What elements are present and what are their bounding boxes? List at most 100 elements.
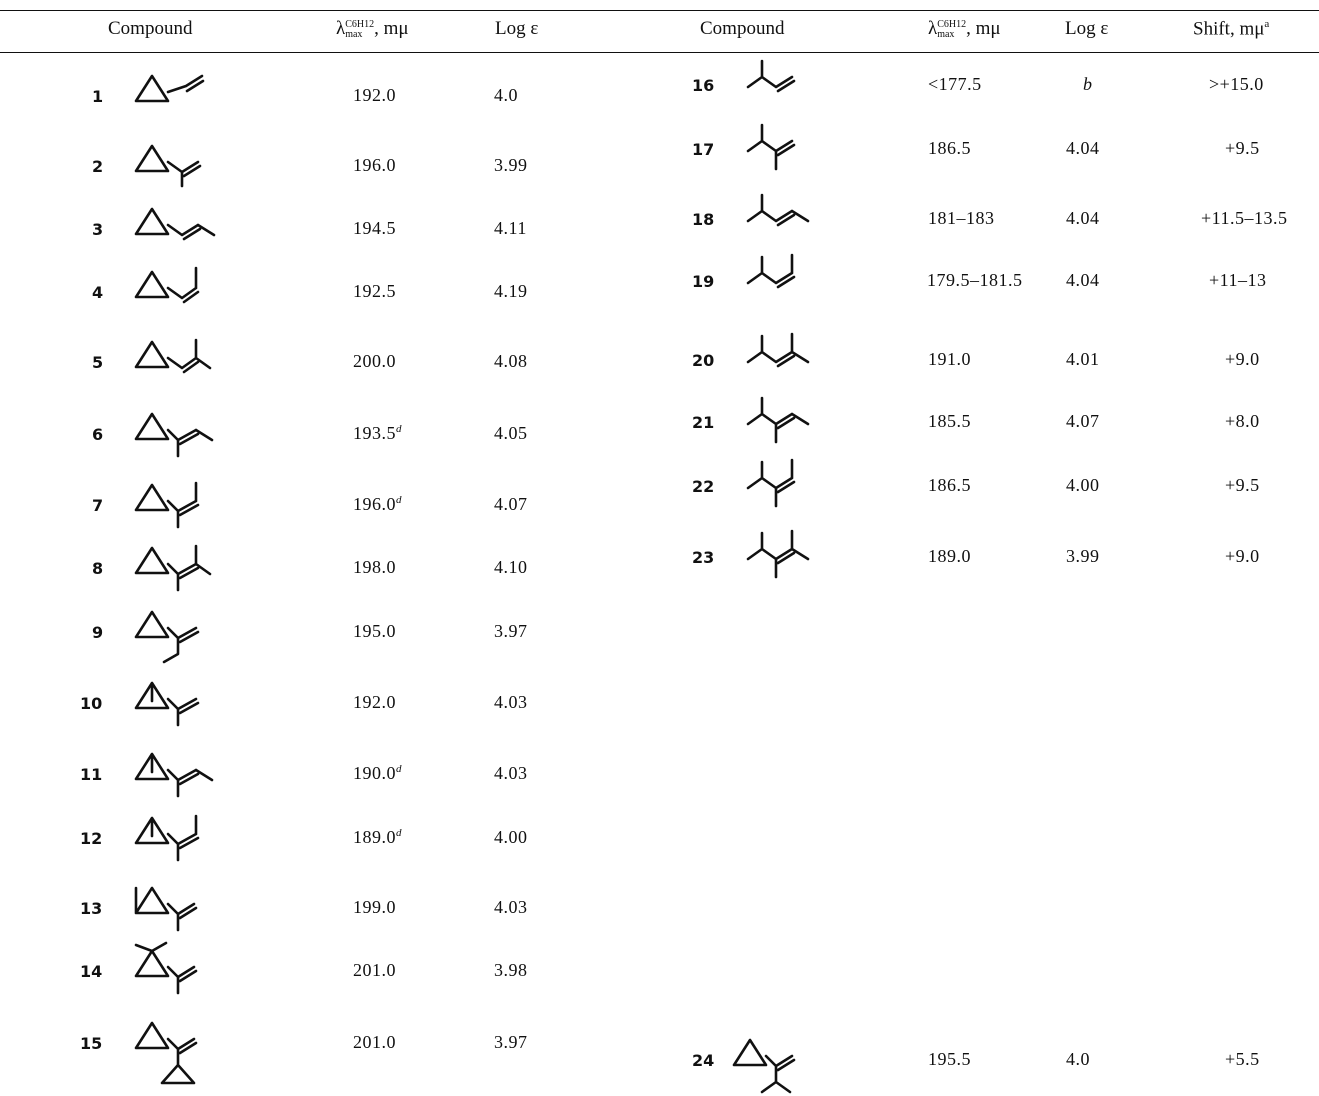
shift-value: +9.5: [1225, 138, 1260, 158]
footnote-marker: d: [396, 763, 402, 775]
structure-bonds: [134, 1021, 198, 1085]
header-lambda-left: λ C6H12 max, mμ: [336, 18, 409, 40]
lambda-value: 195.0: [353, 621, 396, 641]
lambda-value: 196.0: [353, 155, 396, 175]
structure-compound-12: [134, 814, 200, 862]
shift-value: >+15.0: [1209, 74, 1264, 94]
shift-value: +11–13: [1209, 270, 1267, 290]
lambda-max-value: 196.0d: [353, 494, 402, 515]
lambda-max-value: 186.5: [928, 475, 971, 495]
compound-number: 22: [692, 477, 715, 496]
structure-bonds: [134, 481, 200, 529]
log-epsilon-value: 4.03: [494, 692, 528, 712]
log-epsilon-value: 4.10: [494, 557, 528, 577]
log-epsilon-value: 3.97: [494, 621, 528, 641]
structure-bonds: [134, 207, 216, 241]
lambda-value: 201.0: [353, 1032, 396, 1052]
log-epsilon-value: 3.99: [1066, 546, 1100, 566]
lambda-max-value: 201.0: [353, 1032, 396, 1053]
lambda-value: 200.0: [353, 351, 396, 371]
lambda-value: 199.0: [353, 897, 396, 917]
structure-bonds: [134, 544, 212, 592]
compound-number: 1: [92, 87, 104, 106]
top-rule: [0, 10, 1319, 11]
log-epsilon-value: 4.01: [1066, 349, 1100, 369]
shift-value: +8.0: [1225, 411, 1260, 431]
structure-bonds: [134, 941, 198, 995]
compound-number: 3: [92, 220, 104, 239]
log-epsilon-value: 4.00: [1066, 475, 1100, 495]
lambda-value: 190.0: [353, 763, 396, 783]
compound-number: 15: [80, 1034, 103, 1053]
structure-compound-21: [746, 396, 810, 444]
shift-value: +9.0: [1225, 546, 1260, 566]
structure-bonds: [746, 396, 810, 444]
structure-compound-22: [746, 458, 796, 508]
lambda-max-value: 201.0: [353, 960, 396, 981]
structure-bonds: [732, 1038, 796, 1094]
compound-number: 8: [92, 559, 104, 578]
log-epsilon-value: 4.03: [494, 763, 528, 783]
lambda-max-value: 193.5d: [353, 423, 402, 444]
header-log-right: Log ε: [1065, 18, 1109, 39]
structure-bonds: [134, 610, 200, 664]
lambda-max-value: 195.5: [928, 1049, 971, 1069]
shift-value: +5.5: [1225, 1049, 1260, 1069]
structure-compound-18: [746, 193, 810, 227]
shift-value: +9.0: [1225, 349, 1260, 369]
structure-bonds: [746, 123, 796, 171]
lambda-max-value: 190.0d: [353, 763, 402, 784]
structure-bonds: [134, 681, 200, 727]
lambda-max-value: 200.0: [353, 351, 396, 372]
lambda-value: 192.0: [353, 692, 396, 712]
structure-bonds: [134, 338, 212, 374]
structure-compound-2: [134, 144, 202, 188]
lambda-max-value: 181–183: [928, 208, 995, 228]
lambda-max-value: 191.0: [928, 349, 971, 369]
compound-number: 14: [80, 962, 103, 981]
structure-bonds: [134, 266, 200, 304]
log-epsilon-value: b: [1083, 74, 1093, 94]
structure-bonds: [134, 144, 202, 188]
structure-bonds: [134, 74, 205, 103]
structure-compound-24: [732, 1038, 796, 1094]
log-epsilon-value: 4.07: [494, 494, 528, 514]
structure-bonds: [134, 752, 214, 798]
structure-compound-15: [134, 1021, 198, 1085]
lambda-max-value: 198.0: [353, 557, 396, 578]
compound-number: 6: [92, 425, 104, 444]
structure-compound-9: [134, 610, 200, 664]
structure-compound-8: [134, 544, 212, 592]
structure-bonds: [746, 253, 796, 289]
compound-number: 11: [80, 765, 103, 784]
log-epsilon-value: 3.99: [494, 155, 528, 175]
compound-number: 24: [692, 1051, 715, 1070]
lambda-max-value: 192.0: [353, 85, 396, 106]
lambda-max-value: 189.0: [928, 546, 971, 566]
lambda-value: 192.0: [353, 85, 396, 105]
compound-number: 17: [692, 140, 715, 159]
compound-number: 2: [92, 157, 104, 176]
lambda-max-value: 186.5: [928, 138, 971, 158]
structure-bonds: [746, 458, 796, 508]
compound-number: 16: [692, 76, 715, 95]
lambda-max-value: <177.5: [928, 74, 982, 94]
structure-bonds: [746, 529, 810, 579]
compound-number: 10: [80, 694, 103, 713]
log-epsilon-value: 4.0: [1066, 1049, 1090, 1069]
lambda-value: 198.0: [353, 557, 396, 577]
structure-bonds: [746, 332, 810, 368]
footnote-marker: d: [396, 494, 402, 506]
structure-bonds: [134, 886, 198, 932]
header-compound-left: Compound: [108, 18, 193, 39]
structure-compound-16: [746, 59, 796, 93]
log-epsilon-value: 4.05: [494, 423, 528, 443]
shift-value: +9.5: [1225, 475, 1260, 495]
log-epsilon-value: 4.04: [1066, 208, 1100, 228]
lambda-max-value: 195.0: [353, 621, 396, 642]
compound-number: 12: [80, 829, 103, 848]
compound-number: 9: [92, 623, 104, 642]
lambda-value: 196.0: [353, 494, 396, 514]
log-epsilon-value: 4.08: [494, 351, 528, 371]
log-epsilon-value: 3.98: [494, 960, 528, 980]
